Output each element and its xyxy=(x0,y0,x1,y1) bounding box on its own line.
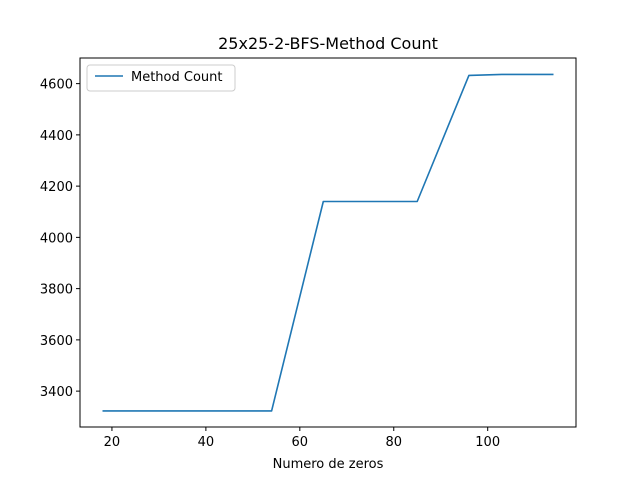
y-tick-label: 4200 xyxy=(40,180,73,195)
plot-area xyxy=(102,73,554,412)
chart-title: 25x25-2-BFS-Method Count xyxy=(218,34,438,53)
y-axis: 3400 3600 3800 4000 4200 4400 4600 xyxy=(40,78,80,400)
series-line-method-count xyxy=(102,73,554,412)
y-tick-label: 4600 xyxy=(40,78,73,93)
x-axis: 20 40 60 80 100 xyxy=(104,427,500,450)
x-tick-label: 60 xyxy=(292,435,309,450)
legend-box xyxy=(86,64,236,92)
legend-label: Method Count xyxy=(131,70,223,85)
y-tick-label: 3400 xyxy=(40,385,73,400)
x-axis-label: Numero de zeros xyxy=(273,457,384,472)
y-tick-label: 4400 xyxy=(40,129,73,144)
x-tick-label: 20 xyxy=(104,435,121,450)
x-tick-label: 80 xyxy=(385,435,402,450)
legend: Method Count xyxy=(86,64,236,92)
axes-frame xyxy=(79,57,577,428)
y-tick-label: 3600 xyxy=(40,334,73,349)
y-tick-label: 4000 xyxy=(40,231,73,246)
y-tick-label: 3800 xyxy=(40,283,73,298)
x-tick-label: 40 xyxy=(198,435,215,450)
x-tick-label: 100 xyxy=(475,435,500,450)
